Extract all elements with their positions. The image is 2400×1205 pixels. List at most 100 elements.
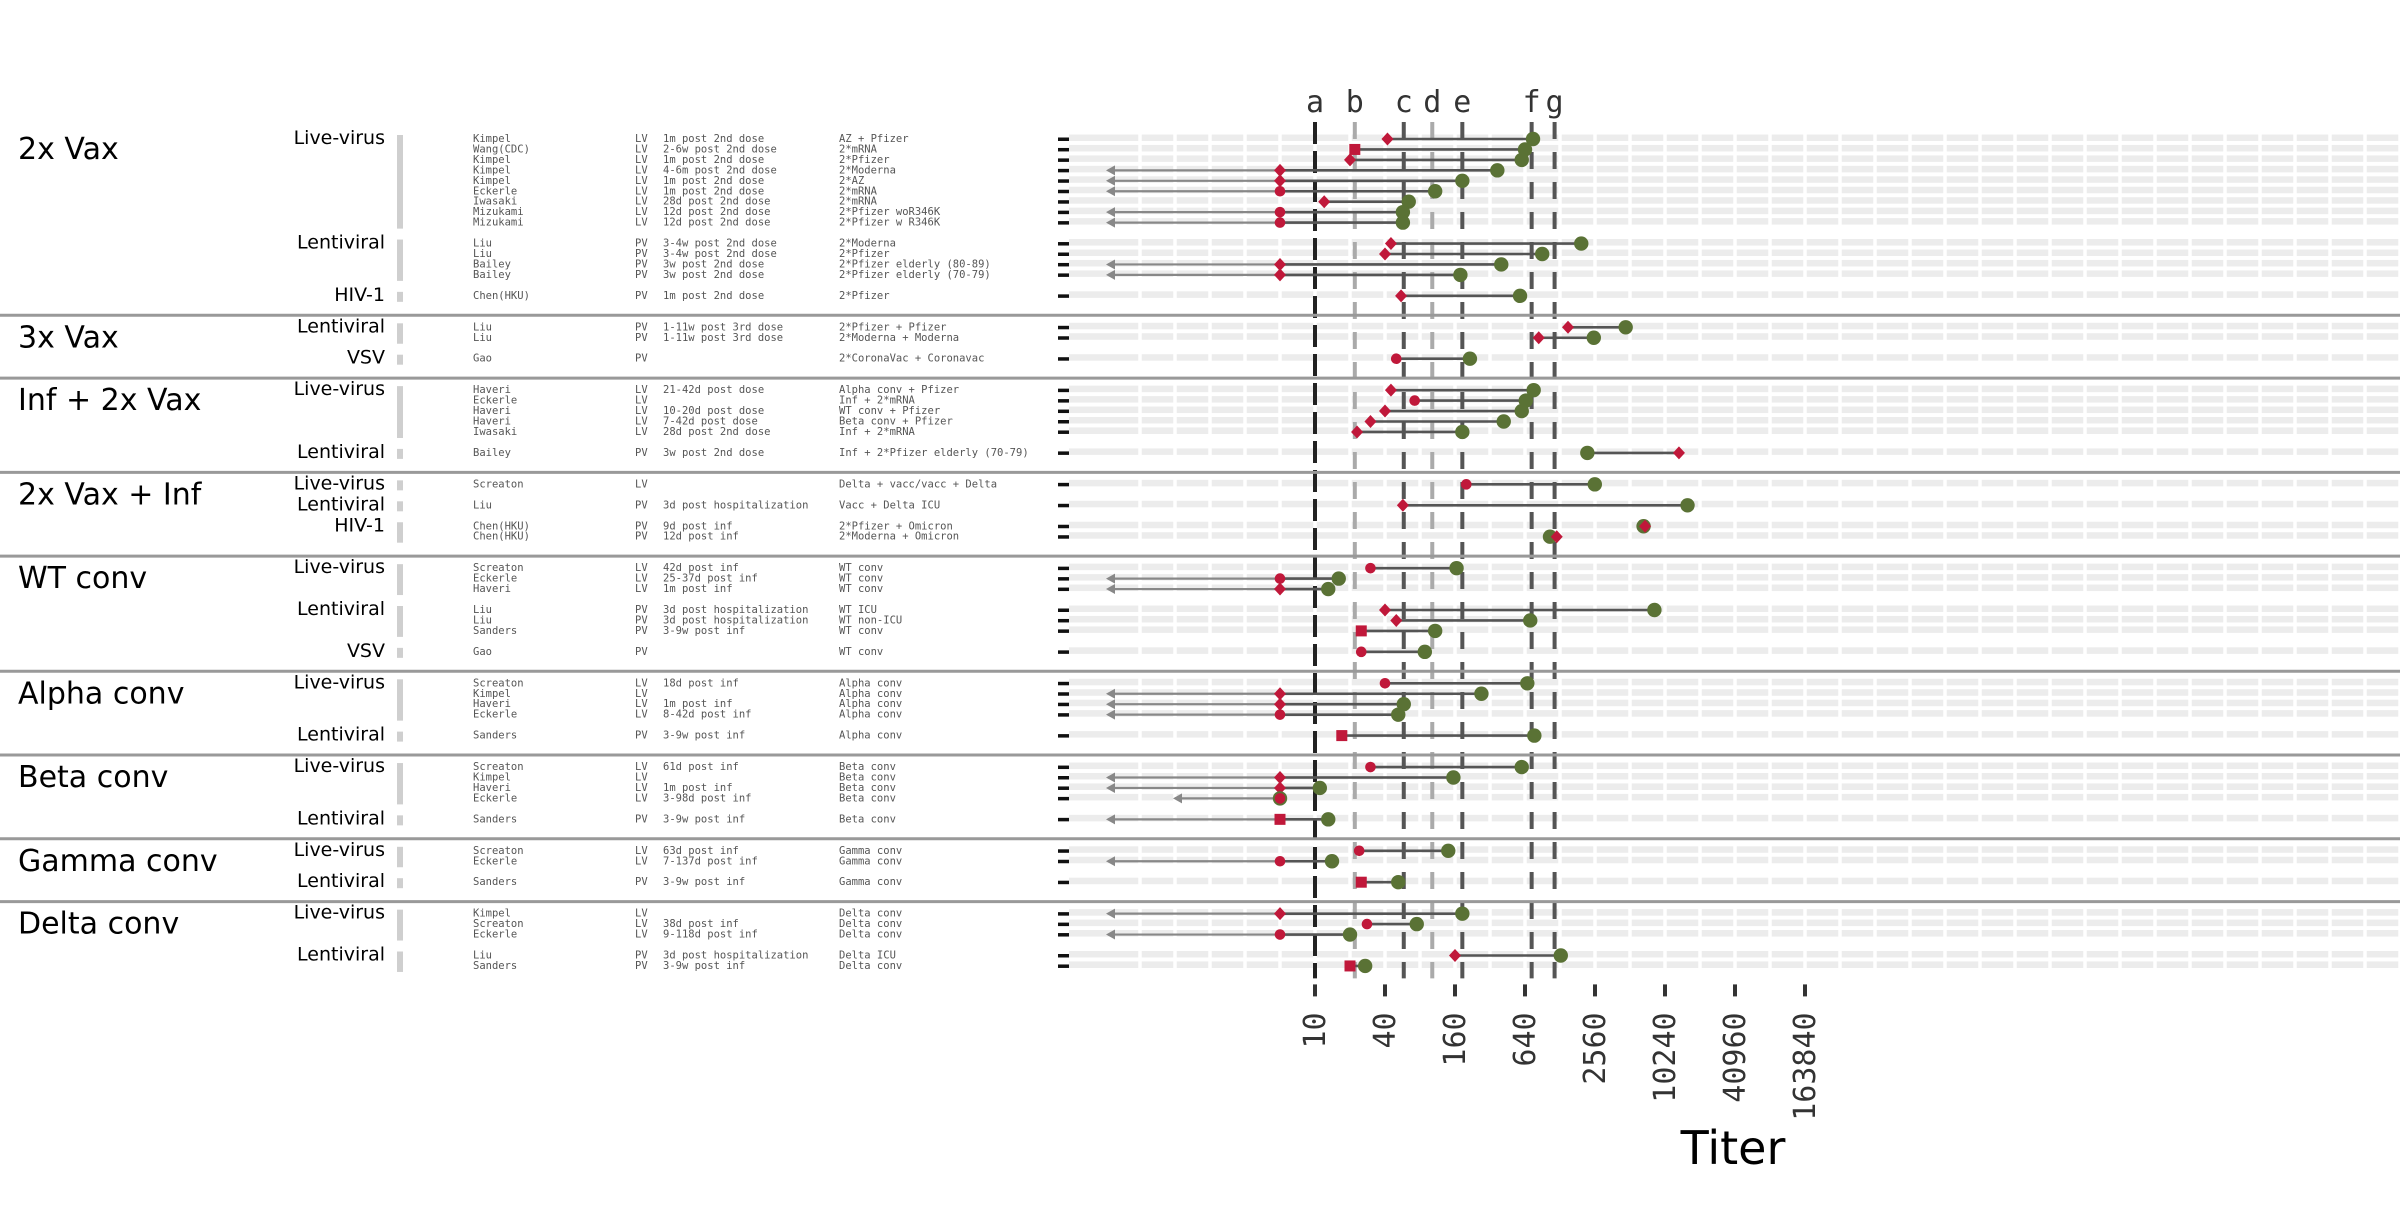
row-time: 12d post 2nd dose: [663, 206, 770, 218]
row-study: Chen(HKU): [473, 531, 530, 543]
pre-titer-point: [1312, 780, 1328, 796]
row-time: 1m post 2nd dose: [663, 133, 764, 145]
row-study: Screaton: [473, 918, 524, 930]
row-tick: [1058, 535, 1069, 539]
post-titer-point: [1550, 530, 1563, 544]
row-cohort: WT conv: [839, 646, 883, 658]
group-label: Gamma conv: [18, 844, 218, 879]
post-titer-point: [1562, 320, 1575, 334]
row-tick: [1058, 168, 1069, 173]
row-type: LV: [635, 583, 648, 595]
assay-label: Lentiviral: [297, 944, 385, 966]
row-study: Kimpel: [473, 154, 511, 166]
row-tick: [1058, 608, 1069, 612]
row-cohort: Delta + vacc/vacc + Delta: [839, 478, 997, 490]
row-study: Haveri: [473, 405, 511, 417]
reference-label-e: e: [1453, 85, 1471, 120]
row-type: PV: [635, 238, 648, 250]
post-titer-point: [1365, 562, 1376, 574]
row-type: PV: [635, 353, 648, 365]
below-limit-arrow: [1106, 573, 1115, 584]
assay-label: Lentiviral: [297, 807, 385, 829]
x-tick-label: 160: [1438, 1012, 1473, 1066]
row-study: Bailey: [473, 447, 511, 459]
row-cohort: Alpha conv: [839, 688, 902, 700]
data-marks: [1106, 131, 1695, 974]
row-tick: [1058, 734, 1069, 738]
pre-titer-point: [1441, 843, 1456, 858]
row-tick: [1058, 200, 1069, 204]
row-study: Gao: [473, 353, 492, 365]
below-limit-arrow: [1106, 259, 1115, 270]
row-cohort: 2*Moderna: [839, 238, 896, 250]
row-type: LV: [635, 416, 648, 428]
pre-titer-point: [1427, 184, 1443, 199]
post-titer-point: [1344, 153, 1356, 167]
row-time: 1m post inf: [663, 782, 733, 794]
pre-titer-point: [1520, 676, 1535, 691]
below-limit-arrow: [1106, 584, 1115, 595]
x-tick-label: 163840: [1788, 1012, 1823, 1120]
pre-titer-point: [1586, 330, 1602, 345]
row-cohort: Delta ICU: [839, 950, 896, 962]
row-time: 3-9w post inf: [663, 960, 745, 972]
below-limit-arrow: [1106, 165, 1115, 176]
x-tick-label: 40960: [1718, 1012, 1753, 1102]
row-study: Chen(HKU): [473, 290, 530, 302]
row-study: Iwasaki: [473, 196, 517, 208]
row-cohort: Alpha conv + Pfizer: [839, 384, 959, 396]
row-cohort: Delta conv: [839, 908, 902, 920]
row-type: PV: [635, 646, 648, 658]
row-study: Eckerle: [473, 792, 517, 804]
post-titer-point: [1355, 646, 1367, 658]
row-type: PV: [635, 499, 648, 511]
pre-titer-point: [1542, 529, 1558, 544]
row-tick: [1058, 451, 1069, 455]
pre-titer-point: [1587, 477, 1603, 492]
row-time: 3w post 2nd dose: [663, 269, 764, 281]
row-tick: [1058, 681, 1069, 686]
row-time: 63d post inf: [663, 845, 739, 857]
pre-titer-point: [1391, 707, 1406, 722]
post-titer-point: [1274, 163, 1286, 177]
pre-titer-point: [1514, 152, 1529, 168]
row-study: Liu: [473, 248, 492, 260]
post-titer-point: [1274, 855, 1286, 867]
pre-titer-point: [1401, 194, 1416, 209]
row-cohort: Beta conv: [839, 772, 896, 784]
row-study: Screaton: [473, 677, 524, 689]
below-limit-arrow: [1106, 688, 1115, 699]
row-study: Screaton: [473, 761, 524, 773]
row-cohort: Alpha conv: [839, 677, 902, 689]
row-tick: [1058, 420, 1069, 424]
row-tick: [1058, 577, 1069, 581]
row-study: Iwasaki: [473, 426, 517, 438]
pre-titer-point: [1455, 173, 1470, 188]
post-titer-point: [1274, 217, 1286, 228]
pre-titer-point: [1321, 812, 1336, 827]
row-cohort: 2*AZ: [839, 175, 864, 187]
row-cohort: 2*mRNA: [839, 185, 878, 197]
x-tick-label: 2560: [1578, 1012, 1613, 1084]
row-cohort: Inf + 2*Pfizer elderly (70-79): [839, 447, 1029, 459]
row-cohort: Beta conv: [839, 792, 896, 804]
pre-titer-point: [1453, 267, 1468, 283]
x-axis: 10 40 160 640 2560 10240 40960 163840: [1298, 984, 1823, 1121]
row-tick: [1058, 702, 1069, 707]
row-cohort: Gamma conv: [839, 876, 902, 888]
row-type: LV: [635, 384, 648, 396]
post-titer-point: [1409, 395, 1420, 406]
post-titer-point: [1390, 353, 1402, 365]
row-study: Screaton: [473, 845, 524, 857]
row-time: 3d post hospitalization: [663, 614, 808, 626]
x-tick-label: 640: [1508, 1012, 1543, 1066]
row-study: Haveri: [473, 698, 511, 710]
row-cohort: AZ + Pfizer: [839, 133, 909, 145]
row-time: 3-9w post inf: [663, 876, 745, 888]
pre-titer-point: [1324, 854, 1340, 869]
row-type: LV: [635, 143, 648, 155]
group-label: Delta conv: [18, 907, 179, 942]
row-study: Screaton: [473, 478, 524, 490]
below-limit-arrow: [1106, 175, 1115, 186]
